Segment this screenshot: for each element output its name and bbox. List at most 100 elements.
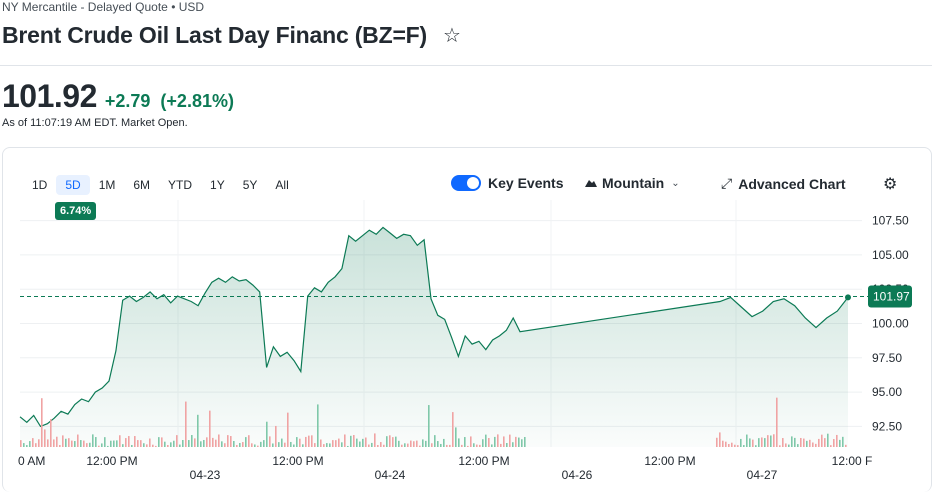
volume-bar bbox=[428, 405, 430, 447]
volume-bar bbox=[281, 438, 283, 447]
volume-bar bbox=[128, 436, 130, 447]
volume-bar bbox=[788, 444, 790, 447]
volume-bar bbox=[155, 445, 157, 447]
volume-bar bbox=[83, 440, 85, 447]
advanced-chart-button[interactable]: ⤢ Advanced Chart bbox=[721, 175, 846, 192]
range-1d-button[interactable]: 1D bbox=[32, 178, 48, 192]
key-events-label: Key Events bbox=[488, 175, 564, 191]
volume-bar bbox=[56, 436, 58, 447]
range-5d-button[interactable]: 5D bbox=[56, 175, 90, 195]
volume-bar bbox=[314, 443, 316, 447]
volume-bar bbox=[431, 443, 433, 447]
volume-bar bbox=[461, 444, 463, 447]
volume-bar bbox=[833, 439, 835, 447]
gear-icon[interactable]: ⚙ bbox=[883, 176, 898, 193]
volume-bar bbox=[494, 436, 496, 447]
volume-bar bbox=[110, 440, 112, 447]
chart-type-dropdown[interactable]: Mountain ⌄ bbox=[585, 175, 680, 191]
volume-bar bbox=[485, 434, 487, 447]
last-point-marker bbox=[845, 294, 851, 301]
key-events-toggle[interactable] bbox=[451, 175, 481, 191]
volume-bar bbox=[410, 440, 412, 447]
volume-bar bbox=[212, 437, 214, 447]
volume-bar bbox=[452, 412, 454, 447]
volume-bar bbox=[830, 445, 832, 447]
volume-bar bbox=[89, 442, 91, 447]
volume-bar bbox=[71, 440, 73, 447]
volume-bar bbox=[218, 434, 220, 447]
volume-bar bbox=[53, 439, 55, 447]
volume-bar bbox=[506, 443, 508, 447]
volume-bar bbox=[434, 435, 436, 447]
volume-bar bbox=[359, 441, 361, 447]
x-time-label: 12:00 PM bbox=[458, 454, 509, 468]
volume-bar bbox=[425, 440, 427, 447]
volume-bar bbox=[296, 437, 298, 447]
volume-bar bbox=[203, 439, 205, 447]
volume-bar bbox=[446, 444, 448, 447]
price-row: 101.92 +2.79 (+2.81%) bbox=[2, 78, 234, 115]
volume-bar bbox=[239, 442, 241, 447]
volume-bar bbox=[254, 444, 256, 447]
volume-bar bbox=[470, 436, 472, 447]
volume-bar bbox=[317, 404, 319, 447]
volume-bar bbox=[728, 444, 730, 447]
expand-icon: ⤢ bbox=[721, 175, 733, 191]
range-all-button[interactable]: All bbox=[275, 178, 289, 192]
range-selector: 1D 5D 1M 6M YTD 1Y 5Y All bbox=[23, 175, 298, 195]
volume-bar bbox=[233, 440, 235, 447]
volume-bar bbox=[845, 444, 847, 447]
volume-bar bbox=[734, 444, 736, 447]
volume-bar bbox=[515, 436, 517, 447]
header-divider bbox=[0, 65, 932, 66]
volume-bar bbox=[299, 438, 301, 447]
volume-bar bbox=[101, 443, 103, 447]
volume-bar bbox=[305, 436, 307, 447]
key-events-control[interactable]: Key Events bbox=[451, 175, 563, 191]
volume-bar bbox=[479, 444, 481, 447]
volume-bar bbox=[302, 444, 304, 447]
volume-bar bbox=[167, 445, 169, 447]
range-6m-button[interactable]: 6M bbox=[133, 178, 151, 192]
volume-bar bbox=[371, 442, 373, 447]
volume-bar bbox=[221, 441, 223, 447]
volume-bar bbox=[476, 444, 478, 447]
page-title: Brent Crude Oil Last Day Financ (BZ=F) bbox=[2, 22, 427, 48]
range-change-badge: 6.74% bbox=[55, 202, 97, 220]
range-ytd-button[interactable]: YTD bbox=[168, 178, 193, 192]
volume-bar bbox=[197, 414, 199, 447]
star-icon[interactable]: ☆ bbox=[443, 24, 461, 47]
volume-bar bbox=[125, 438, 127, 447]
current-value-tag bbox=[868, 285, 912, 308]
volume-bar bbox=[236, 444, 238, 447]
volume-bar bbox=[362, 438, 364, 447]
volume-bar bbox=[284, 442, 286, 447]
y-tick-label: 100.00 bbox=[872, 317, 909, 331]
range-1m-button[interactable]: 1M bbox=[98, 178, 116, 192]
volume-bar bbox=[77, 434, 79, 447]
toggle-knob bbox=[467, 177, 479, 189]
x-date-label: 04-24 bbox=[375, 468, 406, 482]
current-price: 101.92 bbox=[2, 78, 97, 114]
current-value-label: 101.97 bbox=[873, 289, 910, 303]
volume-bar bbox=[395, 436, 397, 447]
volume-bar bbox=[329, 443, 331, 447]
volume-bar bbox=[731, 442, 733, 447]
volume-bar bbox=[524, 436, 526, 447]
volume-bar bbox=[368, 444, 370, 447]
volume-bar bbox=[263, 440, 265, 447]
volume-bar bbox=[92, 434, 94, 447]
volume-bar bbox=[161, 437, 163, 447]
range-1y-button[interactable]: 1Y bbox=[210, 178, 225, 192]
volume-bar bbox=[365, 437, 367, 447]
volume-bar bbox=[23, 443, 25, 447]
volume-bar bbox=[62, 435, 64, 447]
range-5y-button[interactable]: 5Y bbox=[242, 178, 258, 192]
volume-bar bbox=[38, 439, 40, 447]
x-time-label: 12:00 PM bbox=[272, 454, 323, 468]
volume-bar bbox=[383, 444, 385, 447]
volume-bar bbox=[347, 445, 349, 447]
volume-bar bbox=[248, 435, 250, 447]
volume-bar bbox=[140, 440, 142, 447]
